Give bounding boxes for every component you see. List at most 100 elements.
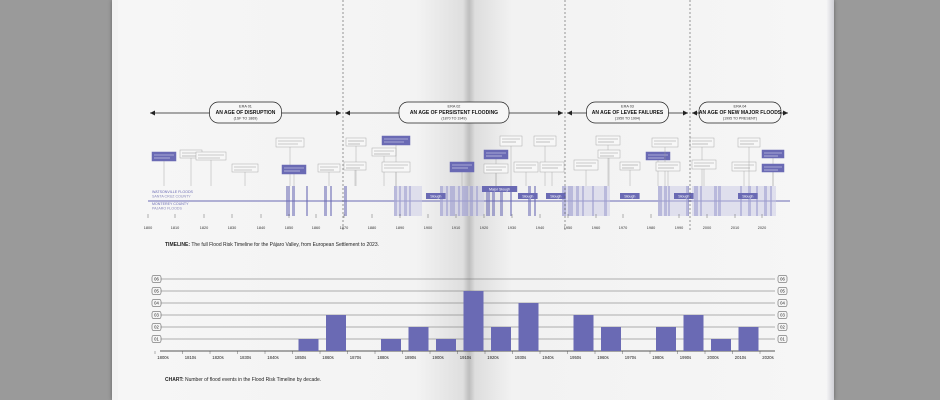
event-box	[731, 161, 757, 172]
flood-event-stripe	[510, 186, 512, 216]
event-annotation	[691, 159, 717, 186]
event-box	[761, 149, 785, 159]
timeline-tag-label: Slough	[742, 194, 753, 198]
y-tick-box	[777, 299, 788, 307]
timeline-tag-label: Slough	[678, 194, 689, 198]
y-tick-label: 06	[780, 277, 785, 282]
event-annotation	[539, 161, 565, 186]
flood-event-stripe	[306, 186, 308, 216]
y-tick: 06	[777, 275, 788, 283]
timeline-row-label: WATSONVILLE FLOODS	[152, 190, 194, 194]
era-badge	[209, 101, 282, 124]
chart-caption-text: Number of flood events in the Flood Risk…	[185, 377, 322, 383]
event-annotation	[483, 163, 509, 186]
event-box	[499, 135, 523, 147]
y-tick-box	[151, 311, 162, 319]
event-box	[619, 161, 641, 171]
event-box	[381, 135, 411, 146]
x-tick-label: 1820s	[212, 355, 223, 360]
year-tick-label: 1920	[480, 226, 488, 230]
event-annotation	[761, 163, 785, 186]
era-arrow-right	[683, 110, 688, 116]
chart-caption: CHART: Number of flood events in the Flo…	[165, 377, 321, 383]
event-box	[645, 151, 671, 161]
x-tick-label: 1920s	[487, 355, 498, 360]
timeline-tag-label: Slough	[522, 194, 533, 198]
y-tick-label: 06	[154, 277, 159, 282]
event-box	[595, 135, 621, 146]
year-tick-label: 1980	[647, 226, 655, 230]
y-tick-box	[151, 335, 162, 343]
y-tick-box	[777, 335, 788, 343]
era-years: (1870 TO 1949)	[441, 117, 466, 121]
chart-bar	[711, 339, 731, 351]
chart-bar	[463, 291, 484, 351]
timeline-tag-label: Slough	[550, 194, 561, 198]
event-box	[281, 164, 307, 175]
chart-bar	[601, 327, 621, 351]
y-tick-label: 04	[780, 301, 785, 306]
event-box	[317, 163, 341, 173]
y-tick-box	[777, 287, 788, 295]
year-tick-label: 1840	[257, 226, 265, 230]
year-tick-label: 1800	[144, 226, 152, 230]
flood-event-stripe	[486, 186, 490, 216]
chart-bar	[518, 303, 539, 351]
chart-bar	[436, 339, 456, 351]
timeline-row-label: MONTEREY COUNTY	[152, 202, 189, 206]
year-tick-label: 1970	[619, 226, 627, 230]
flood-event-stripe	[492, 186, 495, 216]
event-box	[689, 137, 715, 148]
era-arrow-right	[558, 110, 563, 116]
chart-bar	[491, 327, 511, 351]
y-tick-box	[151, 299, 162, 307]
x-tick-label: 1880s	[377, 355, 388, 360]
era-arrow-right	[336, 110, 341, 116]
year-tick-label: 1930	[508, 226, 516, 230]
chart-bar	[683, 315, 704, 351]
event-annotation	[499, 135, 523, 186]
chart-bar	[408, 327, 429, 351]
flood-event-stripe	[534, 186, 536, 216]
event-box	[275, 137, 305, 148]
y-tick-label: 02	[154, 325, 159, 330]
y-tick: 06	[151, 275, 162, 283]
chart-bar	[326, 315, 346, 351]
y-tick: 04	[151, 299, 162, 307]
era-number: ERA 02	[448, 105, 461, 109]
y-tick: 01	[151, 335, 162, 343]
event-annotation	[195, 151, 227, 186]
era-badge	[698, 101, 782, 124]
year-tick-label: 1830	[228, 226, 236, 230]
timeline-tag-box	[674, 193, 694, 199]
timeline-tag-label: Slough	[624, 194, 635, 198]
event-box	[533, 135, 557, 147]
x-tick-label: 2020s	[762, 355, 773, 360]
year-tick-label: 1940	[536, 226, 544, 230]
x-tick-label: 1980s	[652, 355, 663, 360]
y-tick-label: 01	[780, 337, 785, 342]
event-annotation	[449, 161, 475, 186]
event-annotation	[737, 137, 761, 186]
y-tick-box	[777, 311, 788, 319]
timeline-tag-label: Slough	[430, 194, 441, 198]
x-tick-label: 1950s	[570, 355, 581, 360]
event-box	[449, 161, 475, 173]
flood-event-stripe	[330, 186, 332, 216]
era-arrow-right	[783, 110, 788, 116]
timeline-tag-label: Major Slough	[489, 187, 510, 191]
year-tick-label: 1810	[171, 226, 179, 230]
x-tick-label: 1940s	[542, 355, 553, 360]
y-tick-label: 05	[154, 289, 159, 294]
timeline-tag-box	[546, 193, 566, 199]
x-tick-label: 1960s	[597, 355, 608, 360]
y-tick-label: 02	[780, 325, 785, 330]
timeline-tag-box	[738, 193, 758, 199]
year-tick-label: 1960	[592, 226, 600, 230]
y-tick: 05	[777, 287, 788, 295]
y-tick-label: 03	[154, 313, 159, 318]
event-box	[151, 151, 177, 162]
